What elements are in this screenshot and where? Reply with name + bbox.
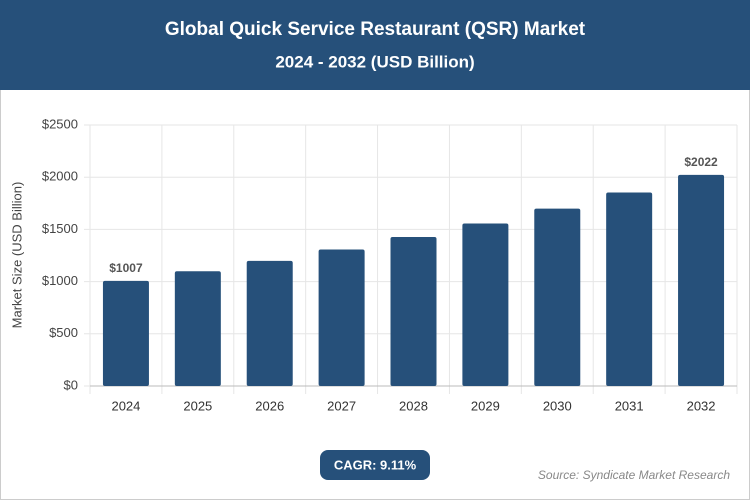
x-tick-label: 2032 <box>687 398 716 413</box>
cagr-badge <box>320 450 430 480</box>
x-tick-label: 2027 <box>327 398 356 413</box>
x-tick-label: 2025 <box>183 398 212 413</box>
header <box>0 0 750 90</box>
value-label: $1007 <box>109 261 143 275</box>
bar <box>318 249 365 386</box>
cagr-text: CAGR: 9.11% <box>334 457 417 472</box>
y-tick-label: $0 <box>64 377 78 392</box>
x-tick-label: 2031 <box>615 398 644 413</box>
chart-subtitle: 2024 - 2032 (USD Billion) <box>275 52 474 71</box>
y-tick-label: $1000 <box>42 273 78 288</box>
value-label: $2022 <box>684 155 718 169</box>
y-tick-label: $2500 <box>42 116 78 131</box>
y-tick-label: $2000 <box>42 169 78 184</box>
bar <box>606 192 653 386</box>
x-tick-label: 2028 <box>399 398 428 413</box>
y-axis-label: Market Size (USD Billion) <box>9 182 24 329</box>
bar <box>246 260 293 386</box>
source: Source: Syndicate Market Research <box>538 468 730 482</box>
y-tick-label: $1500 <box>42 221 78 236</box>
x-tick-label: 2030 <box>543 398 572 413</box>
bar <box>174 271 221 386</box>
bar <box>390 237 437 386</box>
y-tick-label: $500 <box>49 325 78 340</box>
chart-title: Global Quick Service Restaurant (QSR) Ma… <box>165 19 586 40</box>
x-tick-label: 2026 <box>255 398 284 413</box>
bar <box>678 174 725 386</box>
bar <box>102 280 149 386</box>
bar <box>462 223 509 386</box>
bar <box>534 208 581 386</box>
x-tick-label: 2024 <box>111 398 140 413</box>
x-tick-label: 2029 <box>471 398 500 413</box>
